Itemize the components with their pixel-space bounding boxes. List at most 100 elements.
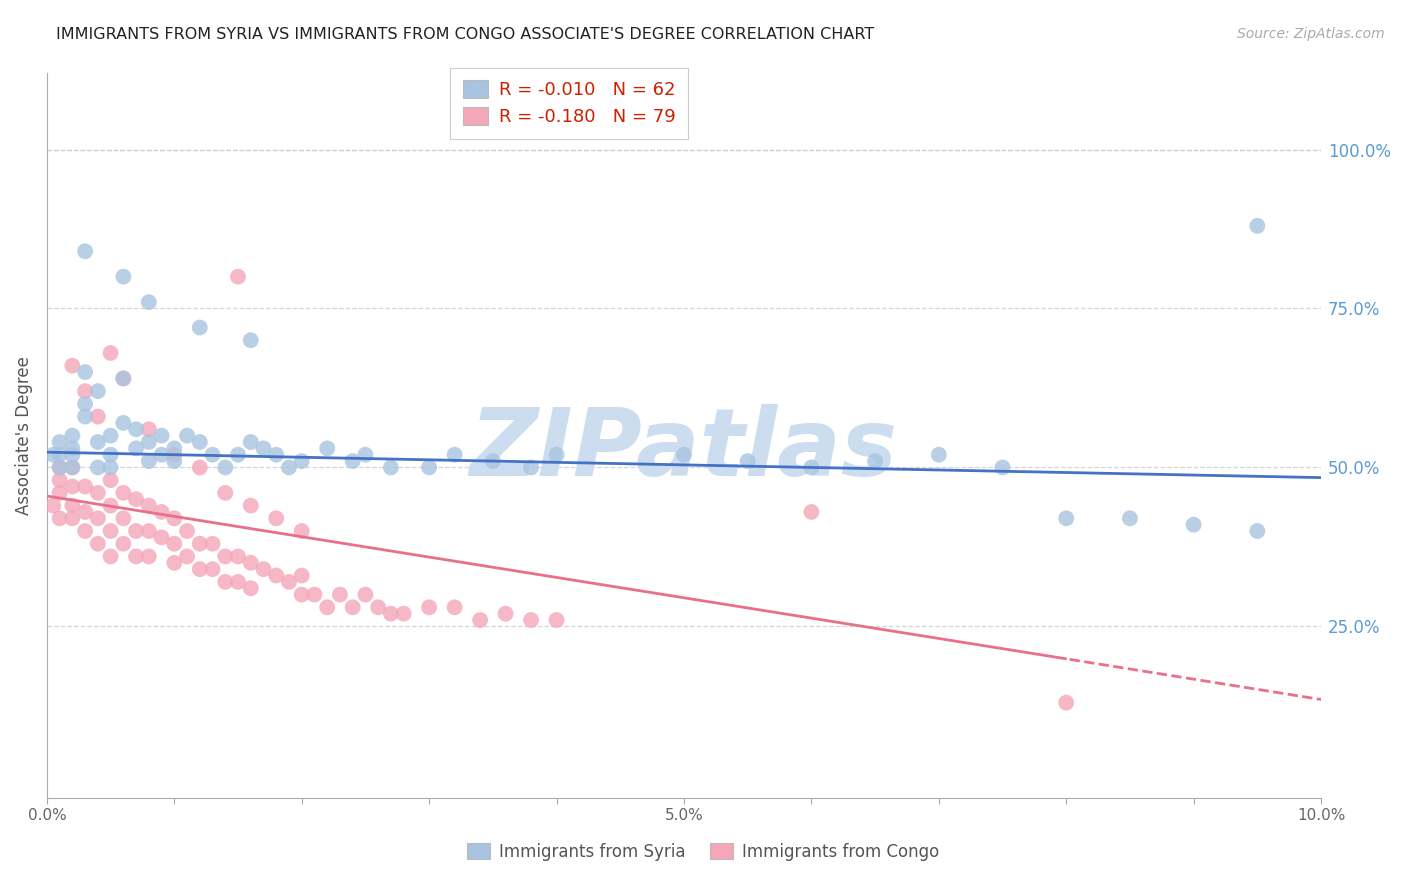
- Point: [48, 486, 70, 500]
- Point: [1119, 511, 1142, 525]
- Point: [520, 460, 543, 475]
- Text: Source: ZipAtlas.com: Source: ZipAtlas.com: [1237, 27, 1385, 41]
- Point: [201, 562, 224, 576]
- Point: [87, 409, 110, 424]
- Point: [48, 460, 70, 475]
- Point: [316, 442, 339, 456]
- Point: [201, 537, 224, 551]
- Point: [188, 460, 211, 475]
- Point: [991, 460, 1014, 475]
- Point: [112, 537, 135, 551]
- Point: [60, 442, 83, 456]
- Y-axis label: Associate's Degree: Associate's Degree: [15, 356, 32, 515]
- Point: [304, 588, 326, 602]
- Point: [264, 448, 287, 462]
- Point: [60, 511, 83, 525]
- Point: [188, 537, 211, 551]
- Point: [125, 524, 148, 538]
- Point: [252, 442, 274, 456]
- Point: [125, 422, 148, 436]
- Point: [87, 537, 110, 551]
- Point: [163, 448, 186, 462]
- Point: [112, 269, 135, 284]
- Point: [138, 549, 160, 564]
- Point: [380, 607, 402, 621]
- Point: [60, 359, 83, 373]
- Point: [112, 486, 135, 500]
- Point: [125, 549, 148, 564]
- Point: [354, 588, 377, 602]
- Point: [482, 454, 505, 468]
- Point: [48, 448, 70, 462]
- Point: [60, 448, 83, 462]
- Point: [418, 460, 440, 475]
- Point: [367, 600, 389, 615]
- Point: [1054, 511, 1077, 525]
- Point: [150, 505, 173, 519]
- Point: [239, 333, 262, 347]
- Point: [100, 448, 122, 462]
- Point: [60, 460, 83, 475]
- Point: [48, 473, 70, 487]
- Point: [112, 371, 135, 385]
- Point: [100, 549, 122, 564]
- Point: [42, 448, 65, 462]
- Point: [226, 574, 249, 589]
- Point: [342, 600, 364, 615]
- Point: [226, 448, 249, 462]
- Point: [87, 486, 110, 500]
- Point: [176, 549, 198, 564]
- Point: [1246, 524, 1268, 538]
- Point: [87, 384, 110, 398]
- Point: [163, 511, 186, 525]
- Point: [239, 581, 262, 595]
- Point: [291, 454, 314, 468]
- Point: [252, 562, 274, 576]
- Point: [520, 613, 543, 627]
- Point: [800, 460, 823, 475]
- Point: [48, 435, 70, 450]
- Point: [112, 371, 135, 385]
- Point: [100, 524, 122, 538]
- Point: [546, 613, 568, 627]
- Point: [42, 499, 65, 513]
- Point: [48, 460, 70, 475]
- Point: [100, 473, 122, 487]
- Point: [468, 613, 491, 627]
- Point: [495, 607, 517, 621]
- Point: [1246, 219, 1268, 233]
- Point: [928, 448, 950, 462]
- Text: IMMIGRANTS FROM SYRIA VS IMMIGRANTS FROM CONGO ASSOCIATE'S DEGREE CORRELATION CH: IMMIGRANTS FROM SYRIA VS IMMIGRANTS FROM…: [56, 27, 875, 42]
- Point: [291, 568, 314, 582]
- Point: [75, 384, 97, 398]
- Point: [264, 511, 287, 525]
- Point: [75, 244, 97, 259]
- Point: [48, 511, 70, 525]
- Point: [278, 460, 301, 475]
- Point: [176, 524, 198, 538]
- Point: [329, 588, 352, 602]
- Point: [342, 454, 364, 468]
- Point: [60, 479, 83, 493]
- Point: [138, 295, 160, 310]
- Point: [112, 416, 135, 430]
- Point: [214, 574, 236, 589]
- Point: [138, 524, 160, 538]
- Point: [1054, 696, 1077, 710]
- Point: [188, 435, 211, 450]
- Point: [443, 448, 465, 462]
- Point: [163, 537, 186, 551]
- Point: [418, 600, 440, 615]
- Point: [150, 448, 173, 462]
- Point: [239, 435, 262, 450]
- Point: [672, 448, 695, 462]
- Legend: Immigrants from Syria, Immigrants from Congo: Immigrants from Syria, Immigrants from C…: [460, 837, 946, 868]
- Point: [87, 435, 110, 450]
- Point: [163, 454, 186, 468]
- Point: [737, 454, 759, 468]
- Point: [75, 397, 97, 411]
- Point: [188, 562, 211, 576]
- Point: [75, 505, 97, 519]
- Point: [75, 409, 97, 424]
- Point: [214, 549, 236, 564]
